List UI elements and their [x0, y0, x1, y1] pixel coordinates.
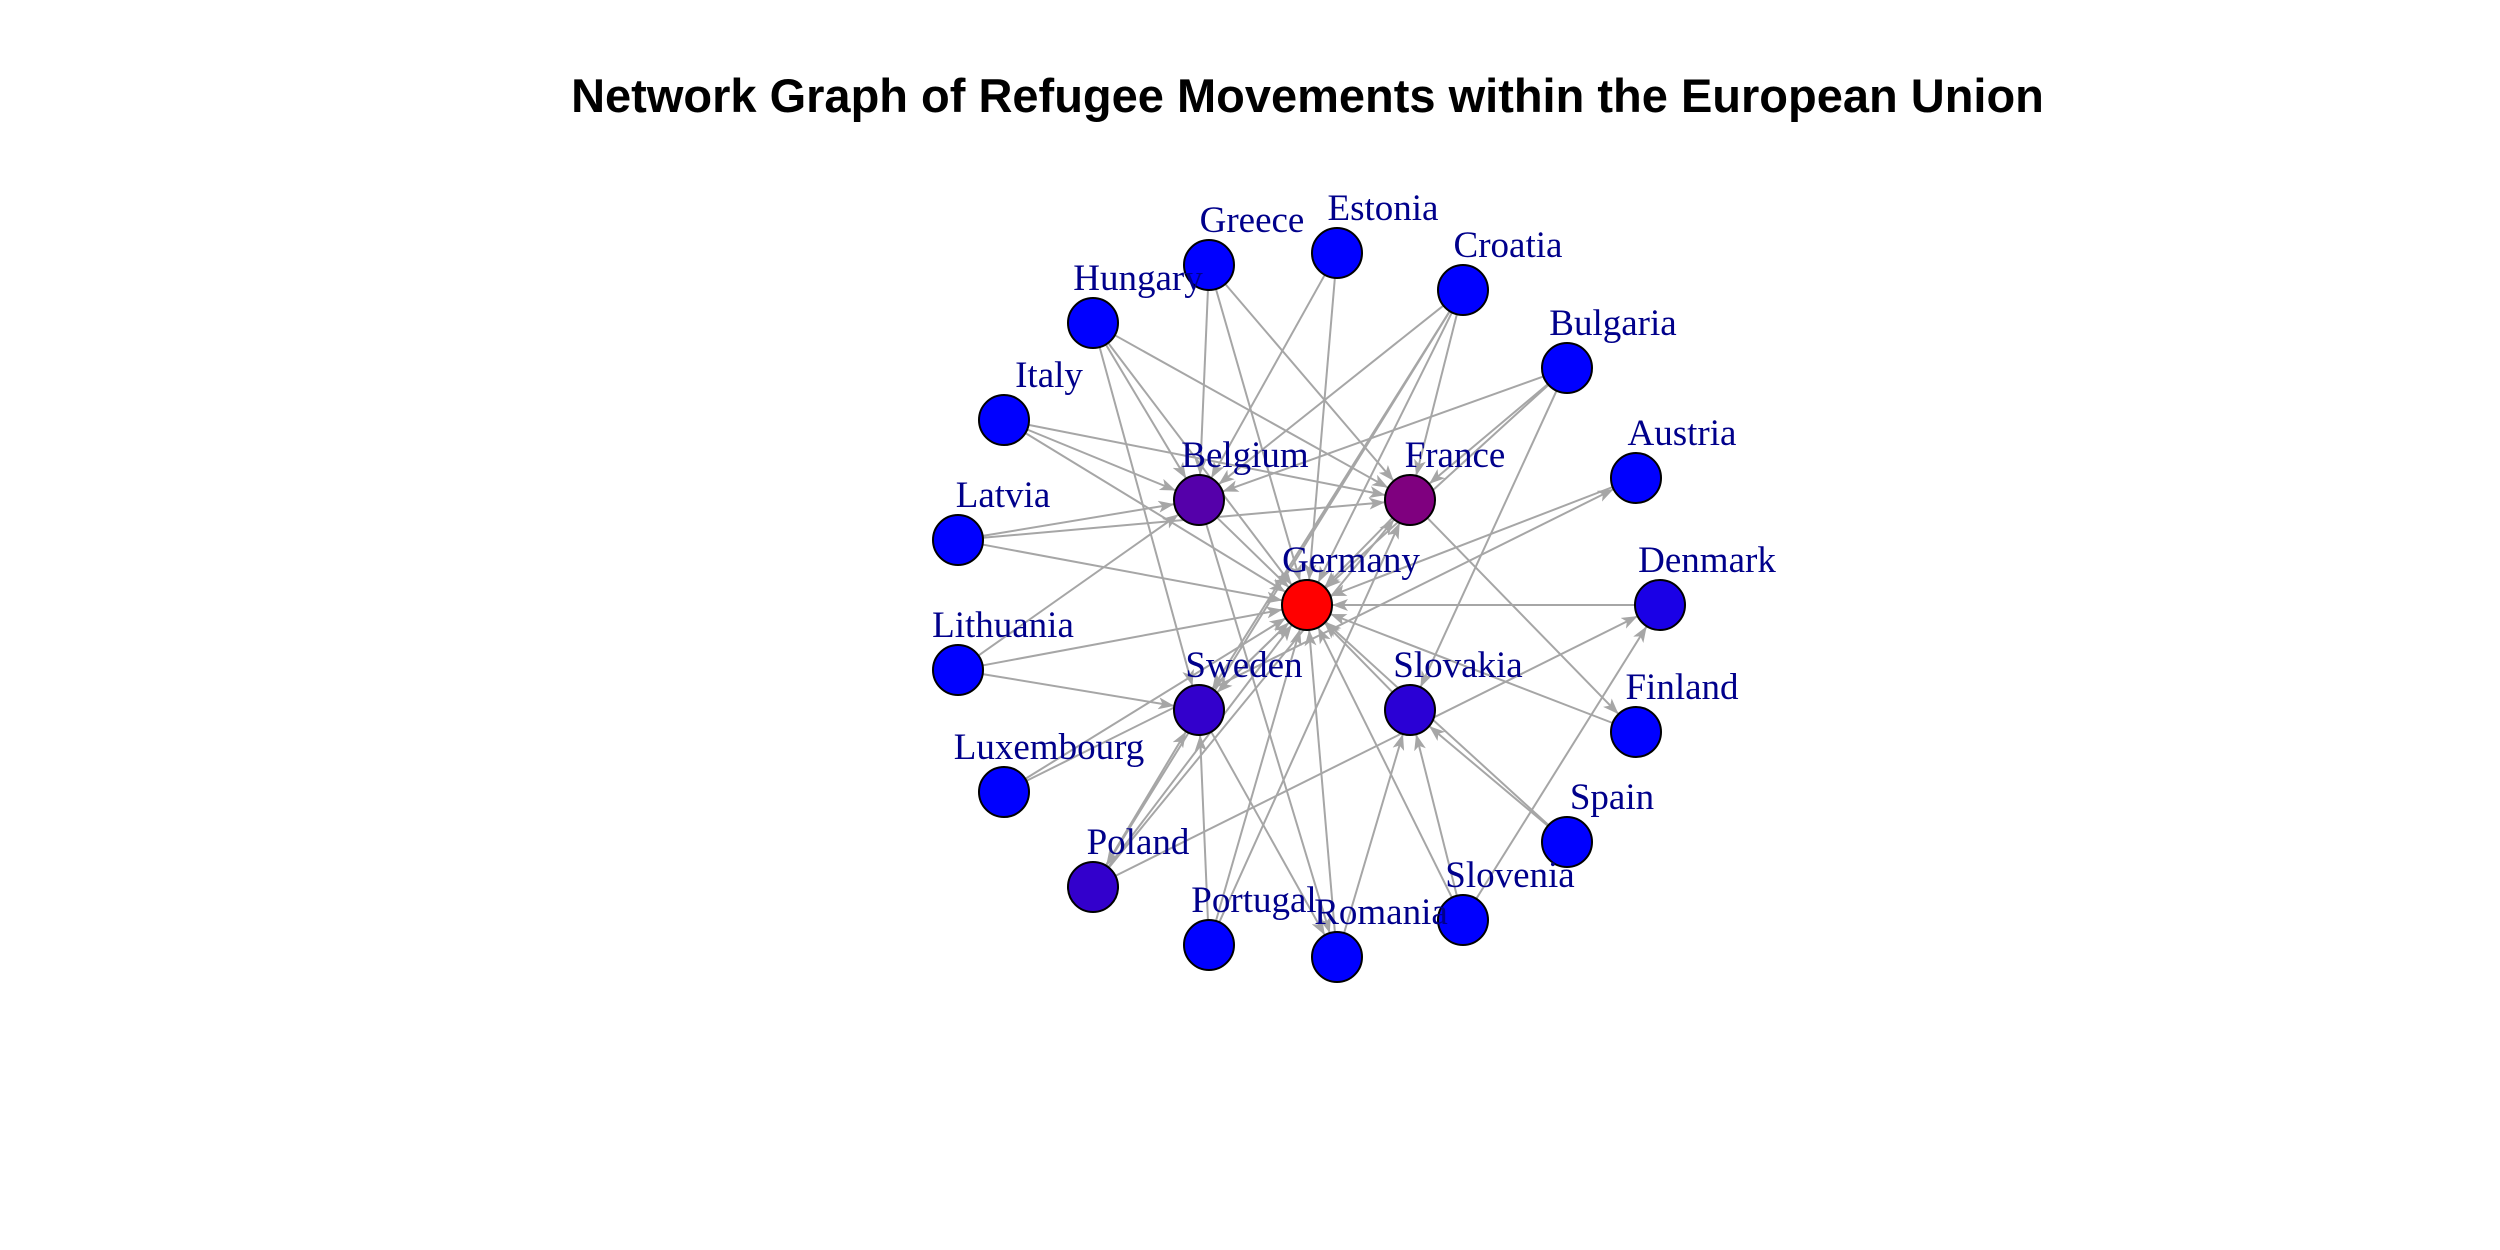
edge-bulgaria-to-belgium — [1222, 375, 1544, 493]
node-label-greece: Greece — [1200, 200, 1305, 241]
edge-greece-to-belgium — [1194, 289, 1209, 476]
edge-poland-to-denmark — [1114, 615, 1639, 877]
edge-italy-to-belgium — [1026, 428, 1177, 492]
edge-sweden-to-romania — [1210, 731, 1326, 936]
node-label-sweden: Sweden — [1185, 645, 1302, 686]
node-portugal — [1183, 919, 1235, 971]
edge-italy-to-germany — [1024, 432, 1287, 593]
node-slovakia — [1384, 684, 1436, 736]
edge-slovenia-to-denmark — [1475, 625, 1648, 900]
chart-title: Network Graph of Refugee Movements withi… — [571, 69, 2044, 122]
node-label-romania: Romania — [1314, 892, 1448, 933]
edge-estonia-to-germany — [1304, 277, 1336, 581]
edge-lithuania-to-sweden — [982, 673, 1175, 710]
edge-hungary-to-belgium — [1104, 343, 1188, 480]
node-label-poland: Poland — [1087, 822, 1190, 863]
edge-luxembourg-to-austria — [1025, 488, 1615, 782]
node-sweden — [1173, 684, 1225, 736]
edge-portugal-to-sweden — [1194, 734, 1209, 921]
node-label-slovenia: Slovenia — [1445, 855, 1574, 896]
node-latvia — [932, 514, 984, 566]
node-spain — [1541, 816, 1593, 868]
node-bulgaria — [1541, 342, 1593, 394]
node-label-latvia: Latvia — [956, 475, 1051, 516]
edge-spain-to-germany — [1324, 621, 1550, 826]
node-label-france: France — [1405, 435, 1506, 476]
edge-lithuania-to-germany — [982, 606, 1283, 667]
edge-croatia-to-france — [1414, 313, 1458, 477]
node-hungary — [1067, 297, 1119, 349]
edge-finland-to-germany — [1329, 613, 1614, 724]
node-lithuania — [932, 644, 984, 696]
node-label-lithuania: Lithuania — [932, 605, 1074, 646]
edge-portugal-to-germany — [1214, 628, 1302, 922]
edge-belgium-to-germany — [1216, 516, 1290, 589]
node-croatia — [1437, 264, 1489, 316]
edge-romania-to-germany — [1304, 629, 1336, 933]
edge-slovenia-to-slovakia — [1414, 733, 1458, 897]
node-france — [1384, 474, 1436, 526]
edge-hungary-to-france — [1114, 334, 1389, 489]
edge-bulgaria-to-slovakia — [1419, 390, 1558, 688]
edge-estonia-to-belgium — [1210, 274, 1326, 479]
node-label-denmark: Denmark — [1638, 540, 1776, 581]
edge-bulgaria-to-france — [1428, 383, 1549, 485]
node-label-finland: Finland — [1625, 667, 1739, 708]
node-label-austria: Austria — [1628, 413, 1737, 454]
edge-greece-to-germany — [1214, 288, 1302, 582]
edge-croatia-to-poland — [1105, 310, 1451, 867]
node-poland — [1067, 861, 1119, 913]
node-italy — [978, 394, 1030, 446]
node-denmark — [1634, 579, 1686, 631]
node-estonia — [1311, 227, 1363, 279]
nodes-layer — [932, 227, 1686, 983]
node-romania — [1311, 931, 1363, 983]
edges-layer — [977, 274, 1648, 936]
edge-romania-to-slovakia — [1343, 733, 1405, 934]
node-label-croatia: Croatia — [1454, 225, 1563, 266]
edge-italy-to-france — [1028, 423, 1386, 498]
node-label-germany: Germany — [1282, 540, 1420, 581]
node-slovenia — [1437, 894, 1489, 946]
node-label-bulgaria: Bulgaria — [1549, 303, 1676, 344]
node-belgium — [1173, 474, 1225, 526]
node-luxembourg — [978, 766, 1030, 818]
edge-croatia-to-belgium — [1217, 304, 1445, 486]
edge-austria-to-germany — [1329, 486, 1614, 597]
node-label-luxembourg: Luxembourg — [954, 727, 1144, 768]
node-label-estonia: Estonia — [1328, 188, 1439, 229]
labels-layer: Germany France Belgium Sweden Slovakia Greece… — [932, 188, 1776, 933]
edge-latvia-to-germany — [982, 543, 1283, 604]
node-label-belgium: Belgium — [1181, 435, 1309, 476]
edge-belgium-to-romania — [1205, 523, 1331, 934]
edge-poland-to-france — [1108, 518, 1395, 869]
edge-france-to-finland — [1426, 517, 1620, 715]
node-label-portugal: Portugal — [1191, 880, 1316, 921]
node-austria — [1610, 452, 1662, 504]
edge-slovenia-to-germany — [1317, 626, 1453, 899]
edge-portugal-to-france — [1218, 522, 1401, 923]
edge-croatia-to-germany — [1317, 311, 1453, 584]
edge-spain-to-slovakia — [1428, 725, 1549, 827]
node-label-spain: Spain — [1570, 777, 1654, 818]
edge-bulgaria-to-germany — [1324, 384, 1550, 589]
node-germany — [1281, 579, 1333, 631]
node-label-hungary: Hungary — [1073, 258, 1203, 299]
edge-hungary-to-sweden — [1098, 346, 1194, 687]
edge-lithuania-to-belgium — [977, 513, 1180, 657]
node-greece — [1183, 239, 1235, 291]
node-label-italy: Italy — [1015, 355, 1083, 396]
edge-latvia-to-belgium — [982, 500, 1175, 537]
node-label-slovakia: Slovakia — [1393, 645, 1522, 686]
node-finland — [1610, 706, 1662, 758]
